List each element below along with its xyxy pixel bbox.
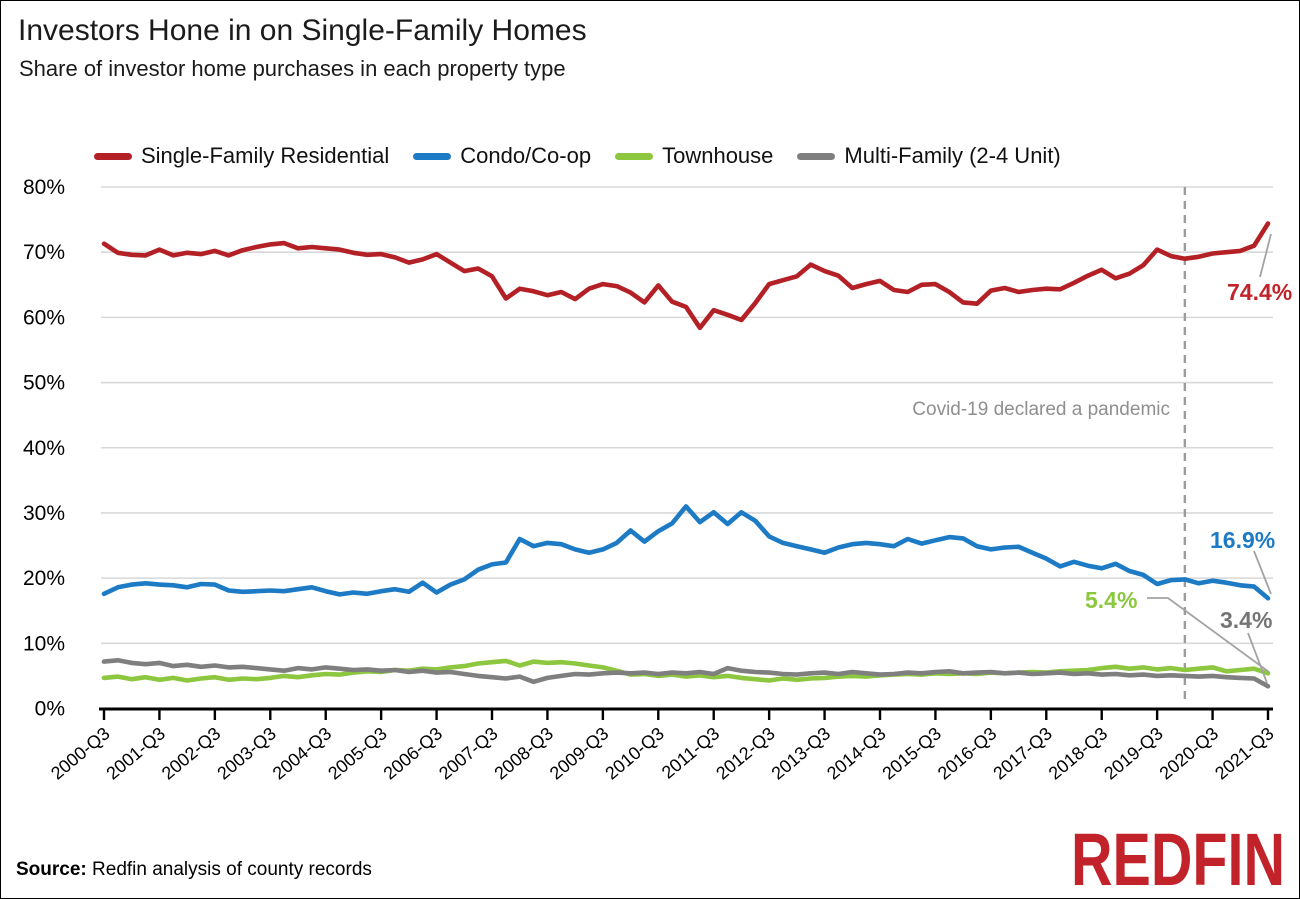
- x-axis-label: 2001-Q3: [102, 723, 169, 783]
- x-axis-label: 2013-Q3: [768, 723, 835, 783]
- end-label-leader-line: [1259, 233, 1272, 278]
- x-axis-label: 2018-Q3: [1045, 723, 1112, 783]
- x-axis-label: 2011-Q3: [658, 723, 723, 782]
- x-axis-label: 2002-Q3: [158, 723, 225, 783]
- y-axis-label: 10%: [23, 632, 65, 655]
- legend-label-multi-family: Multi-Family (2-4 Unit): [844, 143, 1061, 168]
- legend-swatch-townhouse-icon: [615, 152, 654, 160]
- x-axis-label: 2007-Q3: [435, 723, 502, 783]
- legend-item-single-family: Single-Family Residential: [94, 143, 389, 169]
- source-label: Source:: [16, 859, 87, 880]
- legend-label-single-family: Single-Family Residential: [141, 143, 390, 168]
- series-line-condo-co-op: [101, 504, 1271, 601]
- x-axis-label: 2019-Q3: [1100, 723, 1167, 783]
- chart-subtitle: Share of investor home purchases in each…: [19, 56, 566, 81]
- y-axis-label: 70%: [23, 241, 65, 264]
- x-axis-label: 2000-Q3: [47, 723, 114, 783]
- covid-annotation-label: Covid-19 declared a pandemic: [912, 399, 1170, 420]
- x-axis-label: 2005-Q3: [324, 723, 391, 783]
- series-line-multi-family-2-4-unit-: [101, 657, 1271, 689]
- source-attribution: Source: Redfin analysis of county record…: [16, 859, 372, 881]
- x-axis-label: 2017-Q3: [989, 723, 1056, 783]
- legend-swatch-multi-family-icon: [797, 152, 836, 160]
- x-axis-label: 2016-Q3: [934, 723, 1001, 783]
- end-label-townhouse: 5.4%: [1085, 587, 1138, 613]
- series-line-single-family-residential: [101, 221, 1271, 331]
- legend-label-townhouse: Townhouse: [662, 143, 774, 168]
- legend-label-condo: Condo/Co-op: [460, 143, 592, 168]
- x-axis-label: 2021-Q3: [1211, 723, 1278, 783]
- x-axis-label: 2012-Q3: [712, 723, 779, 783]
- y-axis-label: 80%: [23, 176, 65, 199]
- x-axis-label: 2020-Q3: [1156, 723, 1223, 783]
- legend-item-multi-family: Multi-Family (2-4 Unit): [797, 143, 1061, 169]
- y-axis-label: 50%: [23, 372, 65, 395]
- legend-swatch-single-family-icon: [94, 152, 132, 160]
- end-label-multi-family: 3.4%: [1220, 607, 1273, 633]
- end-label-condo: 16.9%: [1210, 527, 1276, 553]
- end-label-single-family: 74.4%: [1227, 279, 1293, 305]
- source-text: Redfin analysis of county records: [86, 859, 372, 880]
- end-label-leader-line: [1253, 550, 1272, 595]
- x-axis-label: 2004-Q3: [269, 723, 336, 783]
- x-axis-label: 2015-Q3: [878, 723, 945, 783]
- x-axis-label: 2014-Q3: [823, 723, 890, 783]
- y-axis-label: 40%: [23, 437, 65, 460]
- series-line-townhouse: [101, 658, 1271, 683]
- redfin-logo-text: REDFIN: [1071, 818, 1285, 899]
- page-title: Investors Hone in on Single-Family Homes: [18, 14, 587, 47]
- x-axis-label: 2009-Q3: [546, 723, 613, 783]
- legend-item-condo: Condo/Co-op: [413, 143, 591, 169]
- x-axis-label: 2010-Q3: [601, 723, 668, 783]
- x-axis-label: 2008-Q3: [490, 723, 557, 783]
- legend-swatch-condo-icon: [413, 152, 452, 160]
- y-axis-label: 30%: [23, 502, 65, 525]
- legend: Single-Family Residential Condo/Co-op To…: [94, 143, 1061, 169]
- x-axis-label: 2003-Q3: [213, 723, 280, 783]
- end-label-leader-line: [1247, 632, 1268, 684]
- end-label-leader-line: [1147, 597, 1270, 673]
- redfin-logo: REDFIN: [1071, 818, 1285, 898]
- x-axis-label: 2006-Q3: [380, 723, 447, 783]
- y-axis-label: 60%: [23, 306, 65, 329]
- y-axis-label: 0%: [35, 698, 65, 721]
- y-axis-label: 20%: [23, 567, 65, 590]
- legend-item-townhouse: Townhouse: [615, 143, 773, 169]
